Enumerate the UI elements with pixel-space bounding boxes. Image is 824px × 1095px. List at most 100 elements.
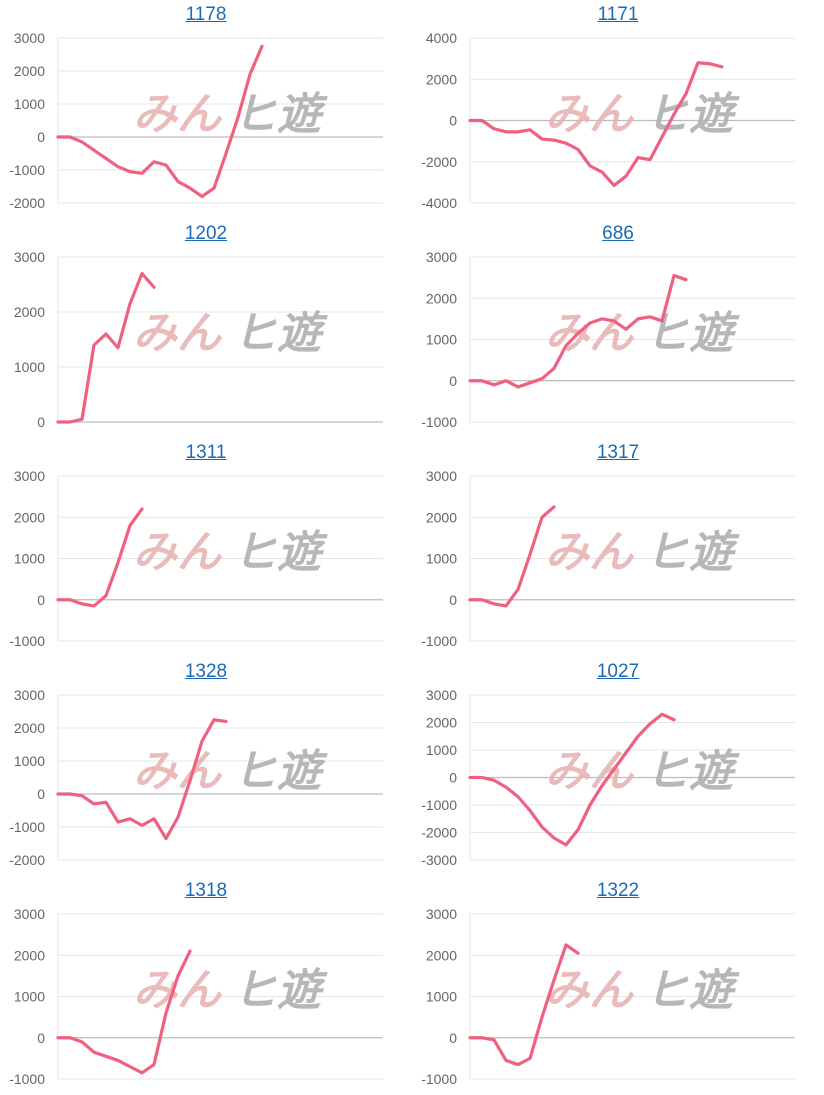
watermark-text-gray: ヒ遊 <box>645 965 740 1016</box>
y-tick-label: 3000 <box>14 687 45 703</box>
chart-title-link[interactable]: 1317 <box>596 442 640 463</box>
y-tick-label: 1000 <box>426 742 457 758</box>
y-tick-label: -1000 <box>421 1071 457 1087</box>
series-line <box>468 273 688 389</box>
y-tick-label: -1000 <box>9 162 45 178</box>
series-line <box>56 507 144 608</box>
watermark-text-gray: ヒ遊 <box>645 89 740 140</box>
y-tick-label: 2000 <box>426 715 457 731</box>
chart-panel: 4000 2000 0 -2000 -4000 みん ヒ遊 1171 <box>412 0 824 219</box>
watermark-logo: みん ヒ遊 <box>545 308 740 359</box>
watermark-text-gray: ヒ遊 <box>233 746 328 797</box>
chart-title-link[interactable]: 1318 <box>184 880 228 901</box>
y-tick-label: 2000 <box>14 509 45 525</box>
y-tick-label: -1000 <box>9 1071 45 1087</box>
chart-svg: 3000 2000 1000 0 -1000 みん ヒ遊 <box>9 906 383 1087</box>
watermark-logo: みん ヒ遊 <box>133 89 328 140</box>
y-tick-label: 2000 <box>426 290 457 306</box>
y-tick-label: 1000 <box>14 96 45 112</box>
series-line <box>56 718 228 841</box>
watermark-text-pink: みん <box>545 746 635 797</box>
series-line <box>56 949 192 1075</box>
y-tick-label: -1000 <box>421 633 457 649</box>
y-tick-label: 3000 <box>426 468 457 484</box>
watermark-text-gray: ヒ遊 <box>645 308 740 359</box>
chart-title-link[interactable]: 1178 <box>185 4 227 25</box>
watermark-text-gray: ヒ遊 <box>233 965 328 1016</box>
chart-svg: 3000 2000 1000 0 -1000 -2000 みん ヒ遊 <box>9 30 383 211</box>
y-tick-label: 0 <box>449 770 457 786</box>
chart-title-link[interactable]: 1027 <box>596 661 640 682</box>
y-tick-label: 0 <box>37 592 45 608</box>
chart-svg: 3000 2000 1000 0 -1000 -2000 -3000 みん ヒ遊 <box>421 687 795 868</box>
watermark-text-pink: みん <box>133 308 223 359</box>
watermark-logo: みん ヒ遊 <box>133 746 328 797</box>
y-tick-label: 1000 <box>14 989 45 1005</box>
chart-title-link[interactable]: 1322 <box>596 880 640 901</box>
y-tick-label: 3000 <box>14 249 45 265</box>
y-tick-label: 2000 <box>14 63 45 79</box>
chart-panel: 3000 2000 1000 0 みん ヒ遊 1202 <box>0 219 412 438</box>
y-tick-label: -4000 <box>421 195 457 211</box>
series-line <box>468 505 556 608</box>
y-tick-label: -2000 <box>421 154 457 170</box>
y-tick-label: 0 <box>449 373 457 389</box>
chart-panel: 3000 2000 1000 0 -1000 -2000 -3000 みん ヒ遊 1027 <box>412 657 824 876</box>
chart-svg: 3000 2000 1000 0 -1000 みん ヒ遊 <box>421 249 795 430</box>
y-tick-label: -1000 <box>9 819 45 835</box>
y-tick-label: 3000 <box>14 906 45 922</box>
y-tick-label: 1000 <box>14 551 45 567</box>
watermark-text-gray: ヒ遊 <box>233 527 328 578</box>
y-tick-label: 3000 <box>14 30 45 46</box>
watermark-logo: みん ヒ遊 <box>545 746 740 797</box>
watermark-logo: みん ヒ遊 <box>545 965 740 1016</box>
y-tick-label: -1000 <box>421 414 457 430</box>
chart-title-link[interactable]: 686 <box>602 223 634 244</box>
chart-svg: 3000 2000 1000 0 みん ヒ遊 <box>14 249 383 430</box>
y-tick-label: 3000 <box>14 468 45 484</box>
chart-panel: 3000 2000 1000 0 -1000 みん ヒ遊 1317 <box>412 438 824 657</box>
y-tick-label: 3000 <box>426 249 457 265</box>
chart-svg: 3000 2000 1000 0 -1000 みん ヒ遊 <box>9 468 383 649</box>
y-tick-label: 0 <box>37 129 45 145</box>
series-line <box>56 44 264 198</box>
chart-panel: 3000 2000 1000 0 -1000 みん ヒ遊 686 <box>412 219 824 438</box>
chart-panel: 3000 2000 1000 0 -1000 -2000 みん ヒ遊 1328 <box>0 657 412 876</box>
chart-title-link[interactable]: 1328 <box>184 661 228 682</box>
chart-title-link[interactable]: 1311 <box>185 442 227 463</box>
chart-title-link[interactable]: 1202 <box>184 223 228 244</box>
chart-panel: 3000 2000 1000 0 -1000 みん ヒ遊 1318 <box>0 876 412 1095</box>
chart-panel: 3000 2000 1000 0 -1000 みん ヒ遊 1322 <box>412 876 824 1095</box>
y-tick-label: 0 <box>449 592 457 608</box>
watermark-logo: みん ヒ遊 <box>545 89 740 140</box>
y-tick-label: 3000 <box>426 906 457 922</box>
y-tick-label: -2000 <box>9 852 45 868</box>
y-tick-label: -1000 <box>9 633 45 649</box>
series-line <box>468 943 580 1067</box>
y-tick-label: -2000 <box>9 195 45 211</box>
y-tick-label: 0 <box>37 414 45 430</box>
y-tick-label: 0 <box>449 1030 457 1046</box>
y-tick-label: 2000 <box>426 509 457 525</box>
y-tick-label: 1000 <box>14 359 45 375</box>
y-tick-label: 2000 <box>14 304 45 320</box>
watermark-text-pink: みん <box>133 746 223 797</box>
watermark-logo: みん ヒ遊 <box>133 965 328 1016</box>
y-tick-label: 0 <box>37 786 45 802</box>
watermark-logo: みん ヒ遊 <box>545 527 740 578</box>
chart-title-link[interactable]: 1171 <box>597 4 639 25</box>
watermark-text-gray: ヒ遊 <box>233 89 328 140</box>
y-tick-label: 4000 <box>426 30 457 46</box>
watermark-text-pink: みん <box>545 89 635 140</box>
watermark-text-pink: みん <box>133 89 223 140</box>
y-tick-label: -1000 <box>421 797 457 813</box>
chart-svg: 3000 2000 1000 0 -1000 みん ヒ遊 <box>421 468 795 649</box>
y-tick-label: 0 <box>37 1030 45 1046</box>
watermark-logo: みん ヒ遊 <box>133 308 328 359</box>
y-tick-label: 2000 <box>426 71 457 87</box>
watermark-text-pink: みん <box>545 527 635 578</box>
y-tick-label: -2000 <box>421 825 457 841</box>
y-tick-label: 2000 <box>14 720 45 736</box>
y-tick-label: 0 <box>449 113 457 129</box>
series-line <box>468 61 724 188</box>
